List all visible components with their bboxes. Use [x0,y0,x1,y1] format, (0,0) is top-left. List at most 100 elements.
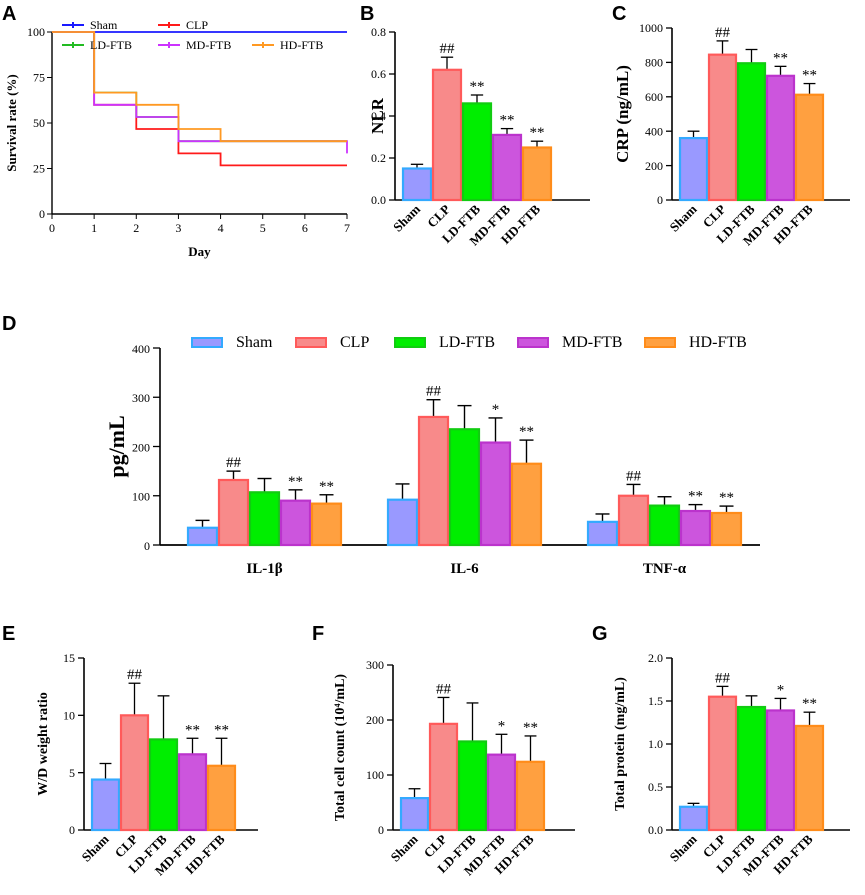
y-axis-title: CRP (ng/mL) [613,65,632,163]
y-tick-label: 200 [366,713,384,727]
bar-ld-ftb [248,491,281,547]
legend-label: HD-FTB [689,334,747,351]
legend-label: MD-FTB [186,38,231,52]
y-tick-label: 0 [378,823,384,837]
legend-label: LD-FTB [439,334,495,351]
bar-md-ftb [177,753,208,832]
significance-label: ** [802,68,817,84]
y-tick-label: 0 [144,539,150,553]
significance-label: ## [127,667,143,683]
significance-label: ## [226,455,242,471]
panel-g-bar-chart: 0.0 0.5 1.0 1.5 2.0 Total protein (mg/mL) Sham… [613,651,850,878]
bar-hd-ftb [310,502,343,547]
bar-clp [417,415,450,547]
bar-clp [707,53,738,202]
legend-label: CLP [186,18,208,32]
bar-clp [707,695,738,832]
panel-label-d: D [2,313,16,335]
panel-a-survival-chart: 0 25 50 75 100 0 1 2 3 4 5 6 7 Day Survival rate (%) Sh… [4,18,350,259]
bar-hd-ftb [521,146,553,202]
bar-clp [431,68,463,202]
bar-md-ftb [279,499,312,547]
significance-label: ** [319,479,334,495]
bar-md-ftb [479,441,512,547]
bar-clp [119,714,150,832]
x-category-label: Sham [390,201,423,234]
legend-label: Sham [236,334,273,351]
bar-md-ftb [486,753,517,832]
bar-hd-ftb [794,93,825,202]
legend-label: HD-FTB [280,38,323,52]
bar-md-ftb [765,709,796,832]
y-tick-label: 10 [63,709,75,723]
x-category-label: Sham [667,831,700,864]
y-tick-label: 50 [33,116,45,130]
bar-hd-ftb [515,760,546,832]
bar-md-ftb [679,509,712,547]
panel-f-bar-chart: 0 100 200 300 Total cell count (10⁴/mL) Sham #… [333,658,575,878]
panel-label-f: F [312,623,324,645]
bar-ld-ftb [457,740,488,832]
y-tick-label: 100 [27,25,45,39]
panel-label-c: C [612,3,626,25]
significance-label: ** [470,79,485,95]
panel-label-b: B [360,3,374,25]
x-tick-label: 3 [175,221,181,235]
x-axis-title: Day [188,244,211,259]
legend-swatch [191,337,223,348]
y-axis-title: Total protein (mg/mL) [613,677,628,811]
significance-label: ** [519,424,534,440]
x-tick-label: 1 [91,221,97,235]
x-group-label: IL-1β [246,561,282,577]
y-tick-label: 2.0 [648,651,663,665]
y-tick-label: 1.0 [648,737,663,751]
bar-md-ftb [765,74,796,202]
y-tick-label: 5 [69,766,75,780]
significance-label: ## [436,681,452,697]
bar-sham [678,136,709,202]
bar-sham [386,498,419,547]
legend-swatch [517,337,549,348]
bar-sham [90,778,121,832]
y-tick-label: 0.4 [371,109,386,123]
x-tick-label: 2 [133,221,139,235]
x-tick-label: 7 [344,221,350,235]
x-group-label: TNF-α [643,561,687,577]
y-tick-label: 400 [132,342,150,356]
legend-label: Sham [90,18,118,32]
x-tick-label: 4 [218,221,224,235]
legend-label: CLP [340,334,369,351]
y-tick-label: 200 [645,159,663,173]
bar-sham [401,167,433,202]
significance-label: ## [440,41,456,57]
significance-label: ** [288,474,303,490]
legend-swatch [394,337,426,348]
significance-label: ** [530,125,545,141]
significance-label: ** [802,696,817,712]
y-tick-label: 1000 [639,21,663,35]
bar-ld-ftb [148,738,179,832]
bar-ld-ftb [736,62,767,202]
bar-hd-ftb [710,511,743,547]
y-tick-label: 0.6 [371,67,386,81]
y-tick-label: 0 [657,193,663,207]
bar-clp [428,722,459,832]
bar-clp [617,494,650,547]
significance-label: ** [773,50,788,66]
y-tick-label: 15 [63,651,75,665]
bar-sham [586,520,619,547]
bar-hd-ftb [206,764,237,832]
bar-hd-ftb [794,724,825,832]
y-axis-title: Survival rate (%) [4,74,19,171]
y-axis-title: pg/mL [104,415,129,477]
bar-ld-ftb [648,504,681,547]
y-axis-title: W/D weight ratio [36,692,51,795]
series-line-hd-ftb [52,31,347,143]
y-tick-label: 200 [132,440,150,454]
significance-label: ## [715,670,731,686]
y-tick-label: 0 [39,207,45,221]
bar-hd-ftb [510,462,543,547]
